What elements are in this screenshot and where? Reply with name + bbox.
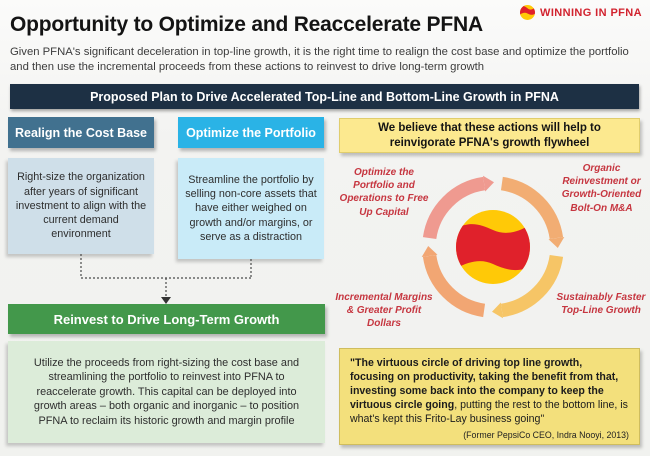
flywheel-arc-bottom-left <box>422 254 486 318</box>
card-body-reinvest-growth: Utilize the proceeds from right-sizing t… <box>8 341 325 443</box>
flywheel-arc-top-right <box>500 176 564 240</box>
flywheel-label-organic-reinvestment: Organic Reinvestment or Growth-Oriented … <box>561 163 642 214</box>
card-header-realign-cost-base: Realign the Cost Base <box>8 117 154 148</box>
page-title: Opportunity to Optimize and Reaccelerate… <box>10 13 483 36</box>
quote-text-bold: "The virtuous circle of driving top line… <box>350 357 619 412</box>
flywheel-arrowhead-left <box>421 246 438 257</box>
winning-in-pfna-logo-icon <box>520 5 536 20</box>
brand-label: WINNING IN PFNA <box>540 6 642 19</box>
quote-text-regular: , putting the rest to the bottom line, i… <box>350 399 628 426</box>
card-header-optimize-portfolio: Optimize the Portfolio <box>178 117 324 148</box>
flywheel-diagram <box>421 175 565 319</box>
flywheel-arrowhead-bottom <box>492 302 503 319</box>
flywheel-arc-top-left <box>422 176 486 240</box>
brand: WINNING IN PFNA <box>520 5 642 20</box>
flywheel-arc-bottom-right <box>500 254 564 318</box>
card-body-optimize-portfolio: Streamline the portfolio by selling non-… <box>178 158 324 259</box>
quote-attribution: (Former PepsiCo CEO, Indra Nooyi, 2013) <box>463 430 629 441</box>
card-header-reinvest-growth: Reinvest to Drive Long-Term Growth <box>8 304 325 334</box>
flywheel-title: We believe that these actions will help … <box>339 118 640 153</box>
flywheel-center-logo-icon <box>456 210 530 284</box>
flywheel-label-incremental-margins: Incremental Margins & Greater Profit Dol… <box>335 292 433 330</box>
quote-box: "The virtuous circle of driving top line… <box>339 348 640 445</box>
subtitle: Given PFNA's significant deceleration in… <box>10 46 629 73</box>
flywheel-label-optimize-portfolio: Optimize the Portfolio and Operations to… <box>339 167 429 218</box>
card-body-realign-cost-base: Right-size the organization after years … <box>8 158 154 254</box>
plan-banner: Proposed Plan to Drive Accelerated Top-L… <box>10 84 639 109</box>
flywheel-arrowhead-right <box>548 237 565 248</box>
flywheel-label-faster-growth: Sustainably Faster Top-Line Growth <box>556 292 646 317</box>
connector-arrow <box>80 254 252 304</box>
flywheel-arrowhead-top <box>483 175 494 192</box>
